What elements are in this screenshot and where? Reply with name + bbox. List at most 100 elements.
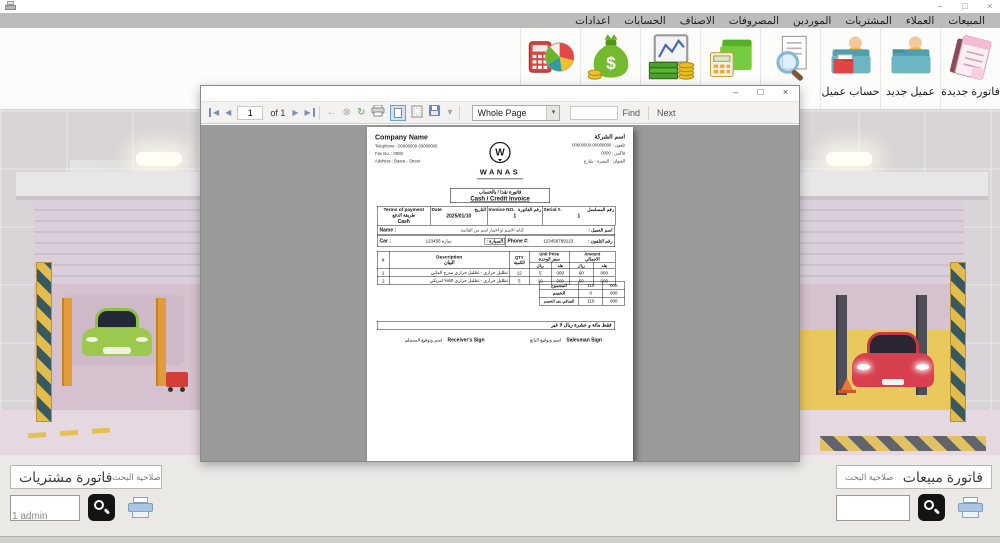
company-info-en: Company Name Telephone : 00000000-000000… (375, 133, 437, 164)
back-to-parent-icon[interactable]: ← (326, 107, 337, 118)
find-text-input[interactable] (570, 105, 619, 120)
new-customer-label: عميل جديد (885, 86, 936, 98)
car-label-ar: السيارة : (484, 237, 505, 245)
purchases-print-button[interactable] (128, 496, 154, 519)
customer-name-row: Name : كتابة الاسم او اختيار اسم من القا… (377, 225, 615, 235)
export-button[interactable] (426, 105, 444, 120)
traffic-cone (838, 378, 856, 393)
new-customer-button[interactable]: عميل جديد (880, 28, 940, 109)
find-next-button[interactable]: Next (656, 107, 676, 118)
company-address-en: Address : Basra - Street (375, 158, 421, 164)
money-bag-button[interactable]: $ (580, 28, 640, 109)
roller-shutter (34, 200, 200, 284)
preview-title-bar: – □ × (201, 86, 799, 101)
car-lift-post (836, 295, 847, 395)
chevron-down-icon: ▾ (546, 105, 560, 120)
garage-bay-right (800, 200, 964, 426)
menu-items[interactable]: الاصناف (679, 14, 715, 27)
print-layout-icon (394, 107, 403, 118)
close-button[interactable]: × (987, 1, 993, 11)
money-chart-button[interactable] (640, 28, 700, 109)
print-button[interactable] (368, 104, 388, 120)
menu-purchases[interactable]: المشتريات (845, 14, 892, 27)
purchases-title: فاتورة مشتريات (19, 468, 113, 485)
printer-icon (963, 496, 978, 503)
preview-maximize-button[interactable]: □ (757, 87, 764, 98)
next-page-button[interactable]: ▶ (292, 108, 299, 117)
new-invoice-button[interactable]: فاتورة جديدة (940, 28, 1000, 109)
new-customer-icon (891, 36, 930, 74)
page-setup-button[interactable] (408, 105, 426, 121)
preview-close-button[interactable]: × (782, 87, 789, 98)
car-lift-post (156, 298, 166, 386)
purchases-panel-header: فاتورة مشتريات صلاحية البحث (10, 465, 162, 489)
item-row: 2 تظليل حراري - تظليل حراري 60% امريكي 5… (377, 276, 616, 285)
stop-rendering-icon[interactable]: ⊗ (342, 107, 352, 118)
previous-page-button[interactable]: ◀ (225, 108, 232, 117)
company-logo: W WANAS (367, 141, 633, 180)
menu-suppliers[interactable]: الموردين (793, 14, 832, 27)
report-viewer-toolbar: ◀ ◀ of 1 ▶ ▶ ← ⊗ ↻ (201, 101, 799, 124)
print-layout-button[interactable] (390, 104, 407, 121)
company-telephone-ar: تلفون : 00000000-00000000 (572, 142, 625, 148)
purchases-search-button[interactable] (88, 494, 115, 521)
search-icon (924, 500, 934, 510)
invoice-page: Company Name Telephone : 00000000-000000… (367, 127, 633, 461)
calculator-folder-button[interactable] (700, 28, 760, 109)
purchases-panel: فاتورة مشتريات صلاحية البحث (10, 465, 162, 521)
serial-cell: Serial #. رقم المسلسل 1 (542, 206, 616, 226)
current-page-input[interactable] (237, 105, 264, 120)
name-hint: كتابة الاسم او اختيار اسم من القائمة (460, 227, 524, 233)
invoice-title-en: Cash / Credit Invoice (470, 195, 530, 202)
phone-label-ar: رقم التلفون : (587, 238, 613, 244)
menu-bar: المبيعات العملاء المشتريات الموردين المص… (0, 13, 1000, 28)
hazard-column (36, 262, 52, 422)
sales-subtitle: صلاحية البحث (845, 471, 894, 482)
menu-settings[interactable]: اعدادات (575, 14, 611, 27)
amount-in-words: فقط مائة و عشرة ريال لا غير (377, 321, 615, 330)
sales-panel-header: صلاحية البحث فاتورة مبيعات (836, 465, 992, 489)
minimize-button[interactable]: – (937, 1, 943, 11)
ceiling-light (826, 152, 872, 166)
calculator-pie-button[interactable] (520, 28, 580, 109)
find-button[interactable]: Find (622, 107, 640, 118)
name-label-ar: اسم العميل : (588, 227, 613, 233)
refresh-icon[interactable]: ↻ (357, 107, 366, 118)
car-lift-post (62, 298, 72, 386)
col-description: Description البيان (389, 251, 510, 269)
preview-minimize-button[interactable]: – (732, 87, 739, 98)
car-phone-row: Car : نمارة 123456 السيارة : Phone #: 12… (377, 235, 615, 247)
menu-accounts[interactable]: الحسابات (624, 14, 666, 27)
car-value: نمارة 123456 (425, 238, 452, 244)
menu-sales[interactable]: المبيعات (948, 14, 985, 27)
sales-search-input[interactable] (836, 494, 910, 521)
phone-value: 123456789123 (543, 238, 574, 244)
export-dropdown-arrow[interactable]: ▾ (447, 107, 453, 118)
sales-print-button[interactable] (958, 496, 984, 519)
customer-account-button[interactable]: حساب عميل (820, 28, 880, 109)
sales-search-button[interactable] (918, 494, 945, 521)
purchases-search-input[interactable] (10, 494, 80, 521)
menu-customers[interactable]: العملاء (905, 14, 935, 27)
company-telephone-en: Telephone : 00000000-00000000 (375, 143, 438, 149)
last-page-button[interactable]: ▶ (301, 108, 315, 117)
invoice-header-table: Terms of payment طريقة الدفع Cash Date ال… (377, 206, 616, 226)
col-amount: Amount الاجمالي (569, 251, 616, 263)
name-label-en: Name : (379, 227, 397, 233)
svg-text:W: W (495, 148, 505, 159)
wanas-logo-icon: W (489, 141, 511, 164)
menu-expenses[interactable]: المصروفات (728, 14, 780, 27)
new-invoice-label: فاتورة جديدة (941, 86, 1000, 98)
maximize-button[interactable]: □ (962, 1, 968, 11)
printer-icon (133, 496, 148, 503)
first-page-button[interactable]: ◀ (209, 108, 222, 117)
total-row: المجموع 110 000 (539, 281, 625, 290)
purchases-subtitle: صلاحية البحث (112, 471, 161, 482)
svg-text:$: $ (606, 53, 616, 73)
calculator-pie-icon (528, 41, 574, 73)
salesman-signature: اسم وتوقيع البائع Salesman Sign (530, 337, 602, 344)
company-name-en: Company Name (375, 133, 428, 141)
garage-illustration (0, 110, 1000, 462)
zoom-select[interactable]: Whole Page ▾ (472, 104, 561, 121)
